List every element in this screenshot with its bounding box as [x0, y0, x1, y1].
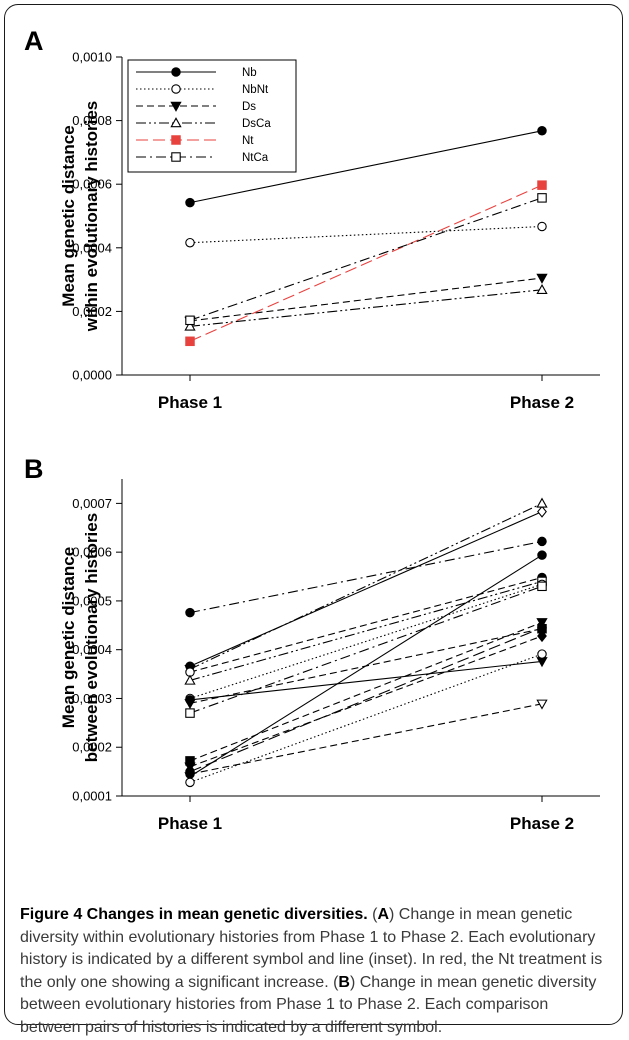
panel-b-letter: B: [24, 454, 44, 484]
chart-b-data-point: [536, 699, 548, 710]
chart-b-series-line: [189, 511, 543, 667]
chart-b-y-tick-label: 0,0001: [72, 789, 112, 804]
chart-b-y-tick-label: 0,0006: [72, 545, 112, 560]
chart-a-legend-marker: [171, 67, 181, 77]
chart-a-series-line: [189, 277, 543, 322]
caption-text-a: ) Change in mean genetic diversity withi…: [20, 906, 603, 991]
chart-b-y-axis-label: Mean genetic distance: [59, 547, 78, 728]
chart-a-data-point: [185, 336, 195, 347]
chart-a-y-tick-label: 0,0002: [72, 304, 112, 319]
chart-panel-b: 0,0001 0,0002 0,0003 0,0004 0,0005 0,0006 0,00…: [59, 479, 600, 833]
chart-b-x-tick-label: Phase 2: [510, 814, 574, 833]
chart-b-series-line: [189, 502, 543, 670]
chart-a-y-tick-label: 0,0006: [72, 177, 112, 192]
chart-a-series-line: [189, 197, 543, 321]
chart-b-y-tick-label: 0,0003: [72, 691, 112, 706]
chart-a-data-point: [537, 126, 547, 136]
chart-b-data-point: [185, 708, 195, 718]
chart-a-series-line: [189, 184, 543, 342]
chart-b-data-point: [185, 777, 195, 788]
chart-a-data-point: [537, 193, 547, 203]
chart-a-y-tick-label: 0,0000: [72, 368, 112, 383]
chart-a-y-axis-label: within evolutionary histories: [82, 101, 101, 332]
chart-a-y-tick-label: 0,0004: [72, 240, 112, 255]
chart-a-legend-label: Nb: [242, 67, 257, 79]
chart-b-series-line: [189, 585, 543, 714]
chart-a-data-point: [536, 283, 548, 295]
chart-a-legend-label: Ds: [242, 101, 256, 113]
chart-b-series-line: [189, 583, 543, 699]
chart-b-y-tick-label: 0,0004: [72, 642, 112, 657]
chart-a-series-line: [189, 289, 543, 327]
chart-b-y-tick-label: 0,0007: [72, 496, 112, 511]
chart-a-legend-label: Nt: [242, 135, 254, 147]
chart-a-data-point: [536, 273, 548, 284]
chart-a-data-point: [185, 197, 195, 208]
chart-b-series-line: [189, 653, 543, 783]
chart-b-data-point: [185, 607, 195, 618]
chart-a-legend-label: DsCa: [242, 118, 271, 130]
chart-a-y-tick-label: 0,0010: [72, 50, 112, 65]
caption-title: Figure 4 Changes in mean genetic diversi…: [20, 906, 368, 923]
chart-a-legend-marker: [171, 152, 181, 162]
figure-caption: Figure 4 Changes in mean genetic diversi…: [20, 904, 610, 1040]
chart-b-x-tick-label: Phase 1: [158, 814, 222, 833]
panel-a-letter: A: [24, 26, 44, 56]
caption-paren-open-a: (: [367, 906, 378, 923]
chart-b-series-line: [189, 576, 543, 673]
chart-b-data-point: [184, 674, 196, 685]
chart-a-y-tick-label: 0,0008: [72, 113, 112, 128]
chart-a-legend-marker: [171, 135, 181, 145]
chart-b-data-point: [537, 550, 547, 560]
chart-b-series-line: [189, 627, 543, 773]
chart-b-data-point: [537, 536, 547, 547]
chart-a-legend-label: NtCa: [242, 152, 269, 164]
caption-label-a: A: [377, 906, 390, 923]
chart-b-series-line: [189, 621, 543, 762]
chart-b-y-axis-label: between evolutionary histories: [82, 513, 101, 762]
chart-b-data-point: [536, 497, 548, 508]
caption-label-b: B: [338, 973, 350, 991]
chart-a-x-tick-label: Phase 1: [158, 393, 222, 412]
chart-a-legend-label: NbNt: [242, 84, 269, 96]
chart-b-data-point: [184, 699, 196, 710]
chart-a-series-line: [189, 225, 543, 244]
chart-a-legend-marker: [171, 84, 181, 94]
chart-b-data-point: [536, 618, 548, 629]
chart-panel-a: 0,0000 0,0002 0,0004 0,0006 0,0008 0,0010 Phas…: [59, 50, 600, 412]
figure-frame: [4, 4, 623, 1025]
chart-a-legend-marker: [170, 101, 182, 112]
chart-b-data-point: [185, 769, 195, 779]
chart-a-y-axis-label: Mean genetic distance: [59, 125, 78, 306]
chart-b-series-line: [189, 540, 543, 614]
chart-b-series-line: [189, 660, 543, 701]
chart-b-data-point: [537, 581, 547, 592]
chart-b-series-line: [189, 580, 543, 681]
chart-a-data-point: [185, 237, 195, 248]
chart-a-legend-marker: [170, 117, 182, 128]
chart-b-series-line: [189, 635, 543, 768]
chart-b-data-point: [537, 649, 547, 659]
chart-a-data-point: [537, 180, 547, 190]
chart-a-data-point: [185, 315, 195, 326]
chart-a-series-line: [189, 130, 543, 204]
chart-a-data-point: [537, 221, 547, 232]
chart-b-data-point: [537, 629, 547, 643]
chart-b-y-tick-label: 0,0002: [72, 740, 112, 755]
chart-a-data-point: [184, 320, 196, 331]
figure-canvas: A B 0,0000 0,0002 0,0004 0,0006 0,0008 0,0010…: [24, 26, 600, 833]
chart-b-series-line: [189, 554, 543, 777]
chart-a-legend: [127, 59, 297, 173]
chart-b-data-point: [537, 505, 547, 518]
chart-a-x-tick-label: Phase 2: [510, 393, 574, 412]
chart-b-y-tick-label: 0,0005: [72, 593, 112, 608]
chart-b-data-point: [537, 622, 547, 633]
chart-b-series-line: [189, 703, 543, 775]
